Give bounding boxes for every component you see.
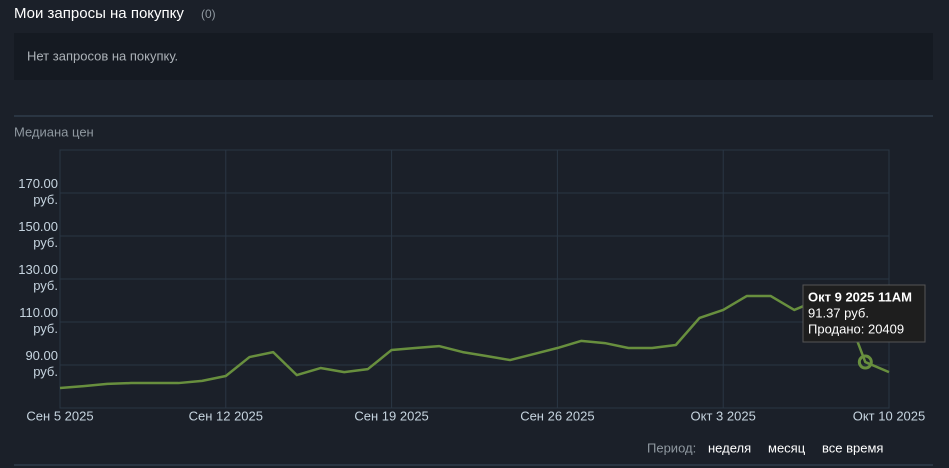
- empty-text: Нет запросов на покупку.: [27, 48, 178, 63]
- x-tick-label: Сен 12 2025: [189, 408, 263, 423]
- y-tick-label: 150.00 руб.: [18, 219, 58, 250]
- period-option[interactable]: месяц: [768, 440, 806, 455]
- tooltip-sold: Продано: 20409: [808, 321, 904, 336]
- y-tick-label: 90.00 руб.: [25, 348, 58, 379]
- x-tick-label: Сен 5 2025: [26, 408, 93, 423]
- x-tick-label: Сен 19 2025: [354, 408, 428, 423]
- tooltip-box: [802, 284, 926, 343]
- y-tick-label: 110.00 руб.: [19, 305, 58, 336]
- period-label: Период:: [647, 440, 696, 455]
- x-tick-label: Сен 26 2025: [520, 408, 594, 423]
- y-tick-label: 170.00 руб.: [18, 176, 58, 207]
- price-line: [59, 294, 890, 390]
- tooltip-price: 91.37 руб.: [808, 305, 869, 320]
- hover-point: [857, 354, 873, 370]
- x-tick-label: Окт 3 2025: [691, 408, 756, 423]
- y-tick-label: 130.00 руб.: [18, 262, 58, 293]
- period-option[interactable]: неделя: [708, 440, 751, 455]
- period-option[interactable]: все время: [822, 440, 883, 455]
- count: (0): [201, 7, 216, 21]
- section-title: Мои запросы на покупку: [14, 5, 184, 22]
- tooltip-date: Окт 9 2025 11AM: [808, 289, 912, 304]
- chart-title: Медиана цен: [14, 124, 94, 139]
- orders-box: [14, 33, 933, 80]
- x-tick-label: Окт 10 2025: [853, 408, 926, 423]
